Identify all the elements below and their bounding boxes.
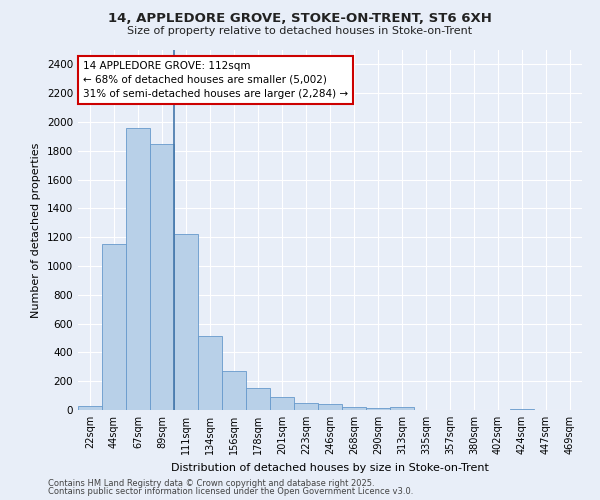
Bar — [174, 234, 198, 410]
Bar — [102, 244, 126, 410]
Bar — [318, 404, 342, 410]
Bar — [78, 406, 102, 410]
Text: Size of property relative to detached houses in Stoke-on-Trent: Size of property relative to detached ho… — [127, 26, 473, 36]
X-axis label: Distribution of detached houses by size in Stoke-on-Trent: Distribution of detached houses by size … — [171, 462, 489, 472]
Text: 14, APPLEDORE GROVE, STOKE-ON-TRENT, ST6 6XH: 14, APPLEDORE GROVE, STOKE-ON-TRENT, ST6… — [108, 12, 492, 26]
Bar — [126, 128, 150, 410]
Text: 14 APPLEDORE GROVE: 112sqm
← 68% of detached houses are smaller (5,002)
31% of s: 14 APPLEDORE GROVE: 112sqm ← 68% of deta… — [83, 61, 348, 99]
Bar — [246, 388, 270, 410]
Bar — [294, 403, 318, 410]
Bar — [270, 397, 294, 410]
Text: Contains public sector information licensed under the Open Government Licence v3: Contains public sector information licen… — [48, 487, 413, 496]
Bar — [198, 336, 222, 410]
Y-axis label: Number of detached properties: Number of detached properties — [31, 142, 41, 318]
Text: Contains HM Land Registry data © Crown copyright and database right 2025.: Contains HM Land Registry data © Crown c… — [48, 478, 374, 488]
Bar — [342, 407, 366, 410]
Bar — [390, 407, 414, 410]
Bar — [150, 144, 174, 410]
Bar — [222, 371, 246, 410]
Bar — [366, 408, 390, 410]
